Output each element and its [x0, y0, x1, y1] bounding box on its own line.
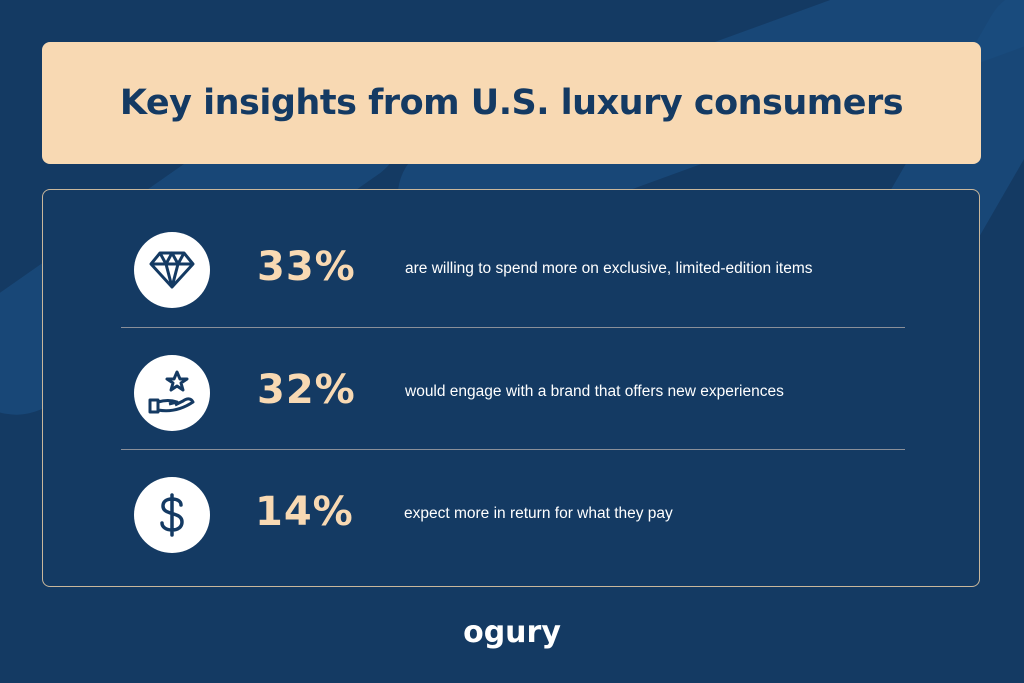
- stat-description: expect more in return for what they pay: [404, 505, 673, 522]
- ogury-logo: ogury: [463, 615, 561, 650]
- stat-row: 32% would engage with a brand that offer…: [43, 343, 979, 443]
- stat-value: 14%: [255, 489, 354, 535]
- dollar-icon: [134, 477, 210, 553]
- hand-star-icon: [134, 355, 210, 431]
- stat-row: 14% expect more in return for what they …: [43, 465, 979, 565]
- stat-description: would engage with a brand that offers ne…: [405, 383, 784, 400]
- stat-value: 32%: [257, 367, 356, 413]
- page-title: Key insights from U.S. luxury consumers: [119, 83, 904, 123]
- stat-value: 33%: [257, 244, 356, 290]
- diamond-icon: [134, 232, 210, 308]
- title-banner: Key insights from U.S. luxury consumers: [42, 42, 981, 164]
- stats-panel: 33% are willing to spend more on exclusi…: [42, 189, 980, 587]
- stat-description: are willing to spend more on exclusive, …: [405, 260, 813, 277]
- stat-row: 33% are willing to spend more on exclusi…: [43, 220, 979, 320]
- divider: [121, 449, 905, 450]
- divider: [121, 327, 905, 328]
